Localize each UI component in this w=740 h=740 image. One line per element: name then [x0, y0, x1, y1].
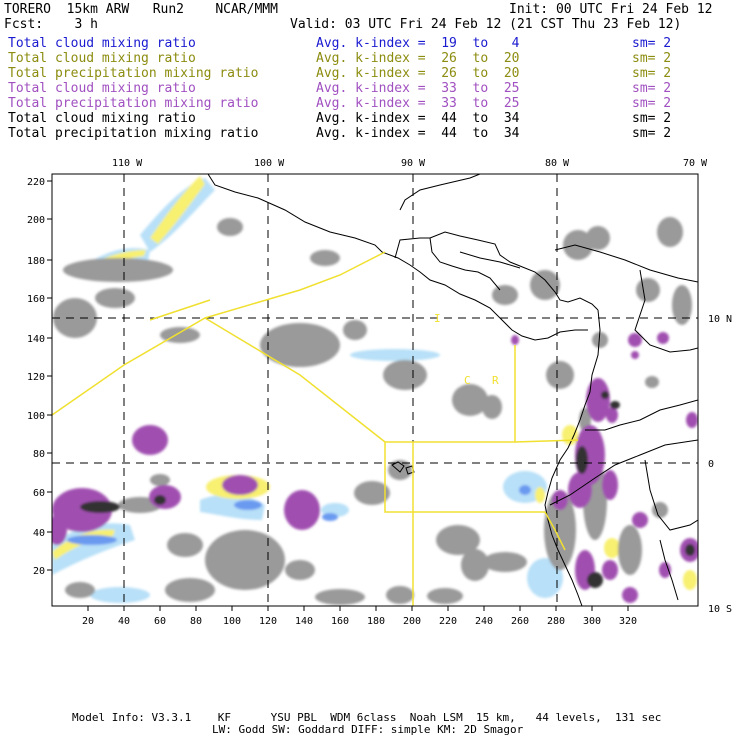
border-colombia-ecuador	[585, 399, 698, 431]
boundary-line	[544, 511, 566, 551]
x-tick-label: 100	[223, 616, 241, 627]
border-ecuador-peru	[549, 439, 698, 506]
legend-index: Avg. k-index = 33 to 25	[316, 81, 520, 96]
x-tick-label: 120	[259, 616, 277, 627]
legend-field: Total precipitation mixing ratio	[8, 66, 259, 81]
legend-field: Total cloud mixing ratio	[8, 111, 196, 126]
graticule	[52, 174, 698, 606]
border-peru-brazil	[644, 459, 698, 531]
legend-field: Total cloud mixing ratio	[8, 36, 196, 51]
legend-field: Total precipitation mixing ratio	[8, 126, 259, 141]
longitude-labels: 110 W 100 W 90 W 80 W 70 W	[112, 158, 708, 169]
x-tick-label: 220	[439, 616, 457, 627]
legend-sm: sm= 2	[632, 126, 672, 141]
legend-index: Avg. k-index = 44 to 34	[316, 126, 520, 141]
legend-field: Total cloud mixing ratio	[8, 81, 196, 96]
legend-index: Avg. k-index = 26 to 20	[316, 51, 520, 66]
border-peru-bolivia	[659, 539, 679, 601]
y-tick-label: 80	[33, 449, 45, 460]
field-layer	[52, 176, 698, 605]
legend-sm: sm= 2	[632, 36, 672, 51]
legend-sm: sm= 2	[632, 66, 672, 81]
x-tick-label: 80	[190, 616, 202, 627]
y-tick-label: 100	[27, 411, 45, 422]
valid-time: Valid: 03 UTC Fri 24 Feb 12 (21 CST Thu …	[290, 17, 682, 32]
legend-sm: sm= 2	[632, 96, 672, 111]
x-tick-label: 260	[511, 616, 529, 627]
legend-field: Total precipitation mixing ratio	[8, 96, 259, 111]
coastline-layer	[207, 174, 698, 606]
x-tick-label: 300	[583, 616, 601, 627]
domain-label: R	[492, 374, 499, 387]
legend-field: Total cloud mixing ratio	[8, 51, 196, 66]
lon-label: 110 W	[112, 158, 143, 169]
legend-index: Avg. k-index = 44 to 34	[316, 111, 520, 126]
boundary-line	[149, 299, 211, 321]
boundary-line	[51, 251, 386, 416]
x-tick-label: 320	[619, 616, 637, 627]
nicaragua-borders	[459, 251, 521, 269]
y-tick-label: 60	[33, 488, 45, 499]
x-tick-label: 180	[367, 616, 385, 627]
latitude-labels: 10 N 0 10 S	[708, 314, 732, 615]
legend-sm: sm= 2	[632, 81, 672, 96]
border-colombia-venezuela	[634, 269, 698, 353]
y-tick-label: 160	[27, 294, 45, 305]
central-america-coast	[429, 231, 599, 311]
x-tick-label: 280	[547, 616, 565, 627]
x-tick-label: 60	[154, 616, 166, 627]
forecast-hour: Fcst: 3 h	[4, 17, 98, 32]
purple-field	[52, 332, 698, 603]
model-physics: LW: Godd SW: Goddard DIFF: simple KM: 2D…	[212, 723, 524, 736]
yucatan-coast	[399, 174, 481, 211]
lon-label: 100 W	[254, 158, 285, 169]
domain-label: I	[434, 312, 441, 325]
lon-label: 70 W	[683, 158, 708, 169]
y-tick-label: 200	[27, 215, 45, 226]
y-tick-label: 40	[33, 528, 45, 539]
domain-boundaries	[51, 251, 579, 606]
domain-labels: I C R	[434, 312, 499, 387]
model-title: TORERO 15km ARW Run2 NCAR/MMM	[4, 2, 278, 17]
map-frame	[51, 173, 699, 607]
x-tick-label: 240	[475, 616, 493, 627]
lon-label: 80 W	[545, 158, 570, 169]
y-tick-labels: 220 200 180 160 140 120 100 80 60 40 20	[27, 177, 45, 577]
guatemala-borders	[394, 237, 501, 291]
blue-field	[67, 485, 531, 545]
legend-index: Avg. k-index = 26 to 20	[316, 66, 520, 81]
x-tick-label: 40	[118, 616, 130, 627]
lat-label: 0	[708, 459, 714, 470]
y-tick-label: 220	[27, 177, 45, 188]
domain-label: C	[464, 374, 471, 387]
legend-sm: sm= 2	[632, 51, 672, 66]
lon-label: 90 W	[401, 158, 426, 169]
gray-cloud-field	[53, 217, 692, 605]
y-tick-label: 20	[33, 566, 45, 577]
x-tick-label: 200	[403, 616, 421, 627]
south-america-coast	[544, 309, 601, 606]
lat-label: 10 N	[708, 314, 732, 325]
legend-sm: sm= 2	[632, 111, 672, 126]
x-tick-marks	[87, 606, 629, 611]
x-tick-labels: 20 40 60 80 100 120 140 160 180 200 220 …	[82, 616, 637, 627]
x-tick-label: 20	[82, 616, 94, 627]
x-tick-label: 140	[295, 616, 313, 627]
init-time: Init: 00 UTC Fri 24 Feb 12	[509, 2, 713, 17]
y-tick-label: 120	[27, 372, 45, 383]
caribbean-coast	[554, 244, 698, 283]
model-info: Model Info: V3.3.1 KF YSU PBL WDM 6class…	[72, 711, 662, 724]
legend-index: Avg. k-index = 19 to 4	[316, 36, 520, 51]
dark-core-field	[80, 391, 695, 588]
mexico-coast	[207, 174, 588, 341]
boundary-line	[514, 439, 579, 443]
lat-label: 10 S	[708, 604, 732, 615]
y-tick-label: 140	[27, 334, 45, 345]
y-tick-marks	[47, 180, 52, 571]
y-tick-label: 180	[27, 256, 45, 267]
legend-index: Avg. k-index = 33 to 25	[316, 96, 520, 111]
x-tick-label: 160	[331, 616, 349, 627]
